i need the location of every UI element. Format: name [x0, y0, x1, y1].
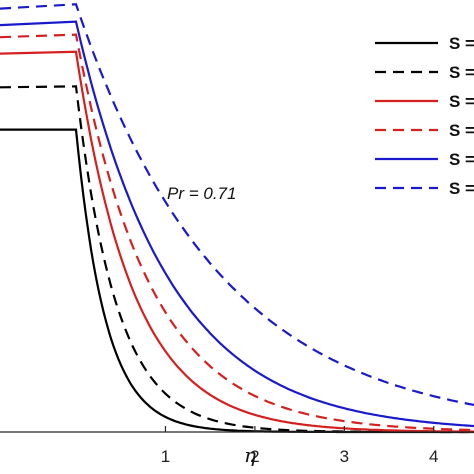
x-axis-ticks: 1 2 3 4 [161, 426, 438, 466]
series-line-4 [0, 33, 474, 432]
x-tick-label: 2 [250, 447, 259, 466]
legend-label-2: S = [449, 63, 474, 82]
legend-label-6: S = [449, 179, 474, 198]
x-axis-label: η [244, 443, 256, 467]
legend-label-4: S = [449, 121, 474, 140]
prandtl-annotation: Pr = 0.71 [167, 184, 236, 203]
series-line-3 [0, 50, 474, 433]
legend-label-1: S = [449, 34, 474, 53]
chart-legend: S = S = S = S = S = S = [375, 34, 474, 198]
x-tick-label: 3 [340, 447, 349, 466]
series-line-5 [0, 20, 474, 428]
series-line-2 [0, 85, 474, 434]
series-line-6 [0, 3, 474, 406]
series-curves [0, 3, 474, 434]
x-tick-label: 4 [429, 447, 438, 466]
legend-label-5: S = [449, 150, 474, 169]
legend-label-3: S = [449, 92, 474, 111]
x-tick-label: 1 [161, 447, 170, 466]
